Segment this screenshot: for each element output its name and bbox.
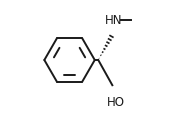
Text: HO: HO [107,96,125,109]
Text: HN: HN [105,14,123,27]
